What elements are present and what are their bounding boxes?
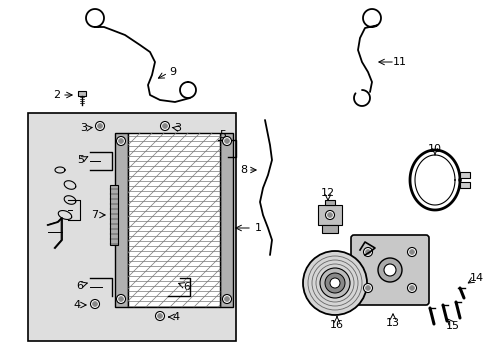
Bar bbox=[459, 182, 469, 188]
Text: 9: 9 bbox=[169, 67, 176, 77]
Circle shape bbox=[408, 249, 414, 255]
Circle shape bbox=[383, 264, 395, 276]
Circle shape bbox=[407, 284, 416, 292]
Bar bbox=[115, 133, 128, 307]
Text: 7: 7 bbox=[91, 210, 99, 220]
FancyBboxPatch shape bbox=[350, 235, 428, 305]
Text: 1: 1 bbox=[254, 223, 261, 233]
Text: 3: 3 bbox=[81, 123, 87, 133]
Text: 8: 8 bbox=[240, 165, 247, 175]
Bar bbox=[325, 200, 334, 205]
Circle shape bbox=[407, 248, 416, 256]
Text: 6: 6 bbox=[76, 281, 83, 291]
Text: 12: 12 bbox=[320, 188, 334, 198]
Circle shape bbox=[303, 251, 366, 315]
Text: 16: 16 bbox=[329, 320, 343, 330]
Text: 5: 5 bbox=[77, 155, 84, 165]
Circle shape bbox=[224, 297, 229, 302]
Circle shape bbox=[155, 311, 164, 320]
Circle shape bbox=[97, 123, 102, 129]
Circle shape bbox=[162, 123, 167, 129]
Circle shape bbox=[365, 285, 370, 291]
Text: 15: 15 bbox=[445, 321, 459, 331]
Circle shape bbox=[95, 122, 104, 130]
Bar bbox=[220, 133, 232, 307]
Circle shape bbox=[90, 300, 99, 309]
Circle shape bbox=[325, 273, 345, 293]
Circle shape bbox=[327, 212, 332, 217]
Circle shape bbox=[377, 258, 401, 282]
Circle shape bbox=[160, 122, 169, 130]
Bar bbox=[78, 91, 86, 96]
Text: 5: 5 bbox=[219, 130, 226, 140]
Text: 13: 13 bbox=[385, 318, 399, 328]
Circle shape bbox=[222, 136, 231, 145]
Bar bbox=[321, 225, 337, 233]
Circle shape bbox=[116, 136, 125, 145]
Circle shape bbox=[224, 139, 229, 144]
Text: 4: 4 bbox=[172, 312, 179, 322]
Circle shape bbox=[319, 268, 349, 298]
Text: 14: 14 bbox=[469, 273, 483, 283]
Circle shape bbox=[408, 285, 414, 291]
Text: 6: 6 bbox=[183, 282, 190, 292]
Circle shape bbox=[325, 211, 334, 220]
Text: 3: 3 bbox=[174, 123, 181, 133]
Circle shape bbox=[116, 294, 125, 303]
Bar bbox=[110, 185, 118, 245]
Circle shape bbox=[329, 278, 339, 288]
Text: 2: 2 bbox=[53, 90, 61, 100]
Text: 11: 11 bbox=[392, 57, 406, 67]
Circle shape bbox=[118, 297, 123, 302]
Bar bbox=[28, 113, 236, 341]
Bar bbox=[128, 133, 220, 307]
Circle shape bbox=[157, 314, 162, 319]
Circle shape bbox=[222, 294, 231, 303]
Bar bbox=[459, 172, 469, 178]
Text: 10: 10 bbox=[427, 144, 441, 154]
Circle shape bbox=[363, 248, 372, 256]
Text: 4: 4 bbox=[73, 300, 81, 310]
Bar bbox=[317, 205, 341, 225]
Circle shape bbox=[118, 139, 123, 144]
Circle shape bbox=[92, 302, 97, 306]
Circle shape bbox=[363, 284, 372, 292]
Circle shape bbox=[365, 249, 370, 255]
